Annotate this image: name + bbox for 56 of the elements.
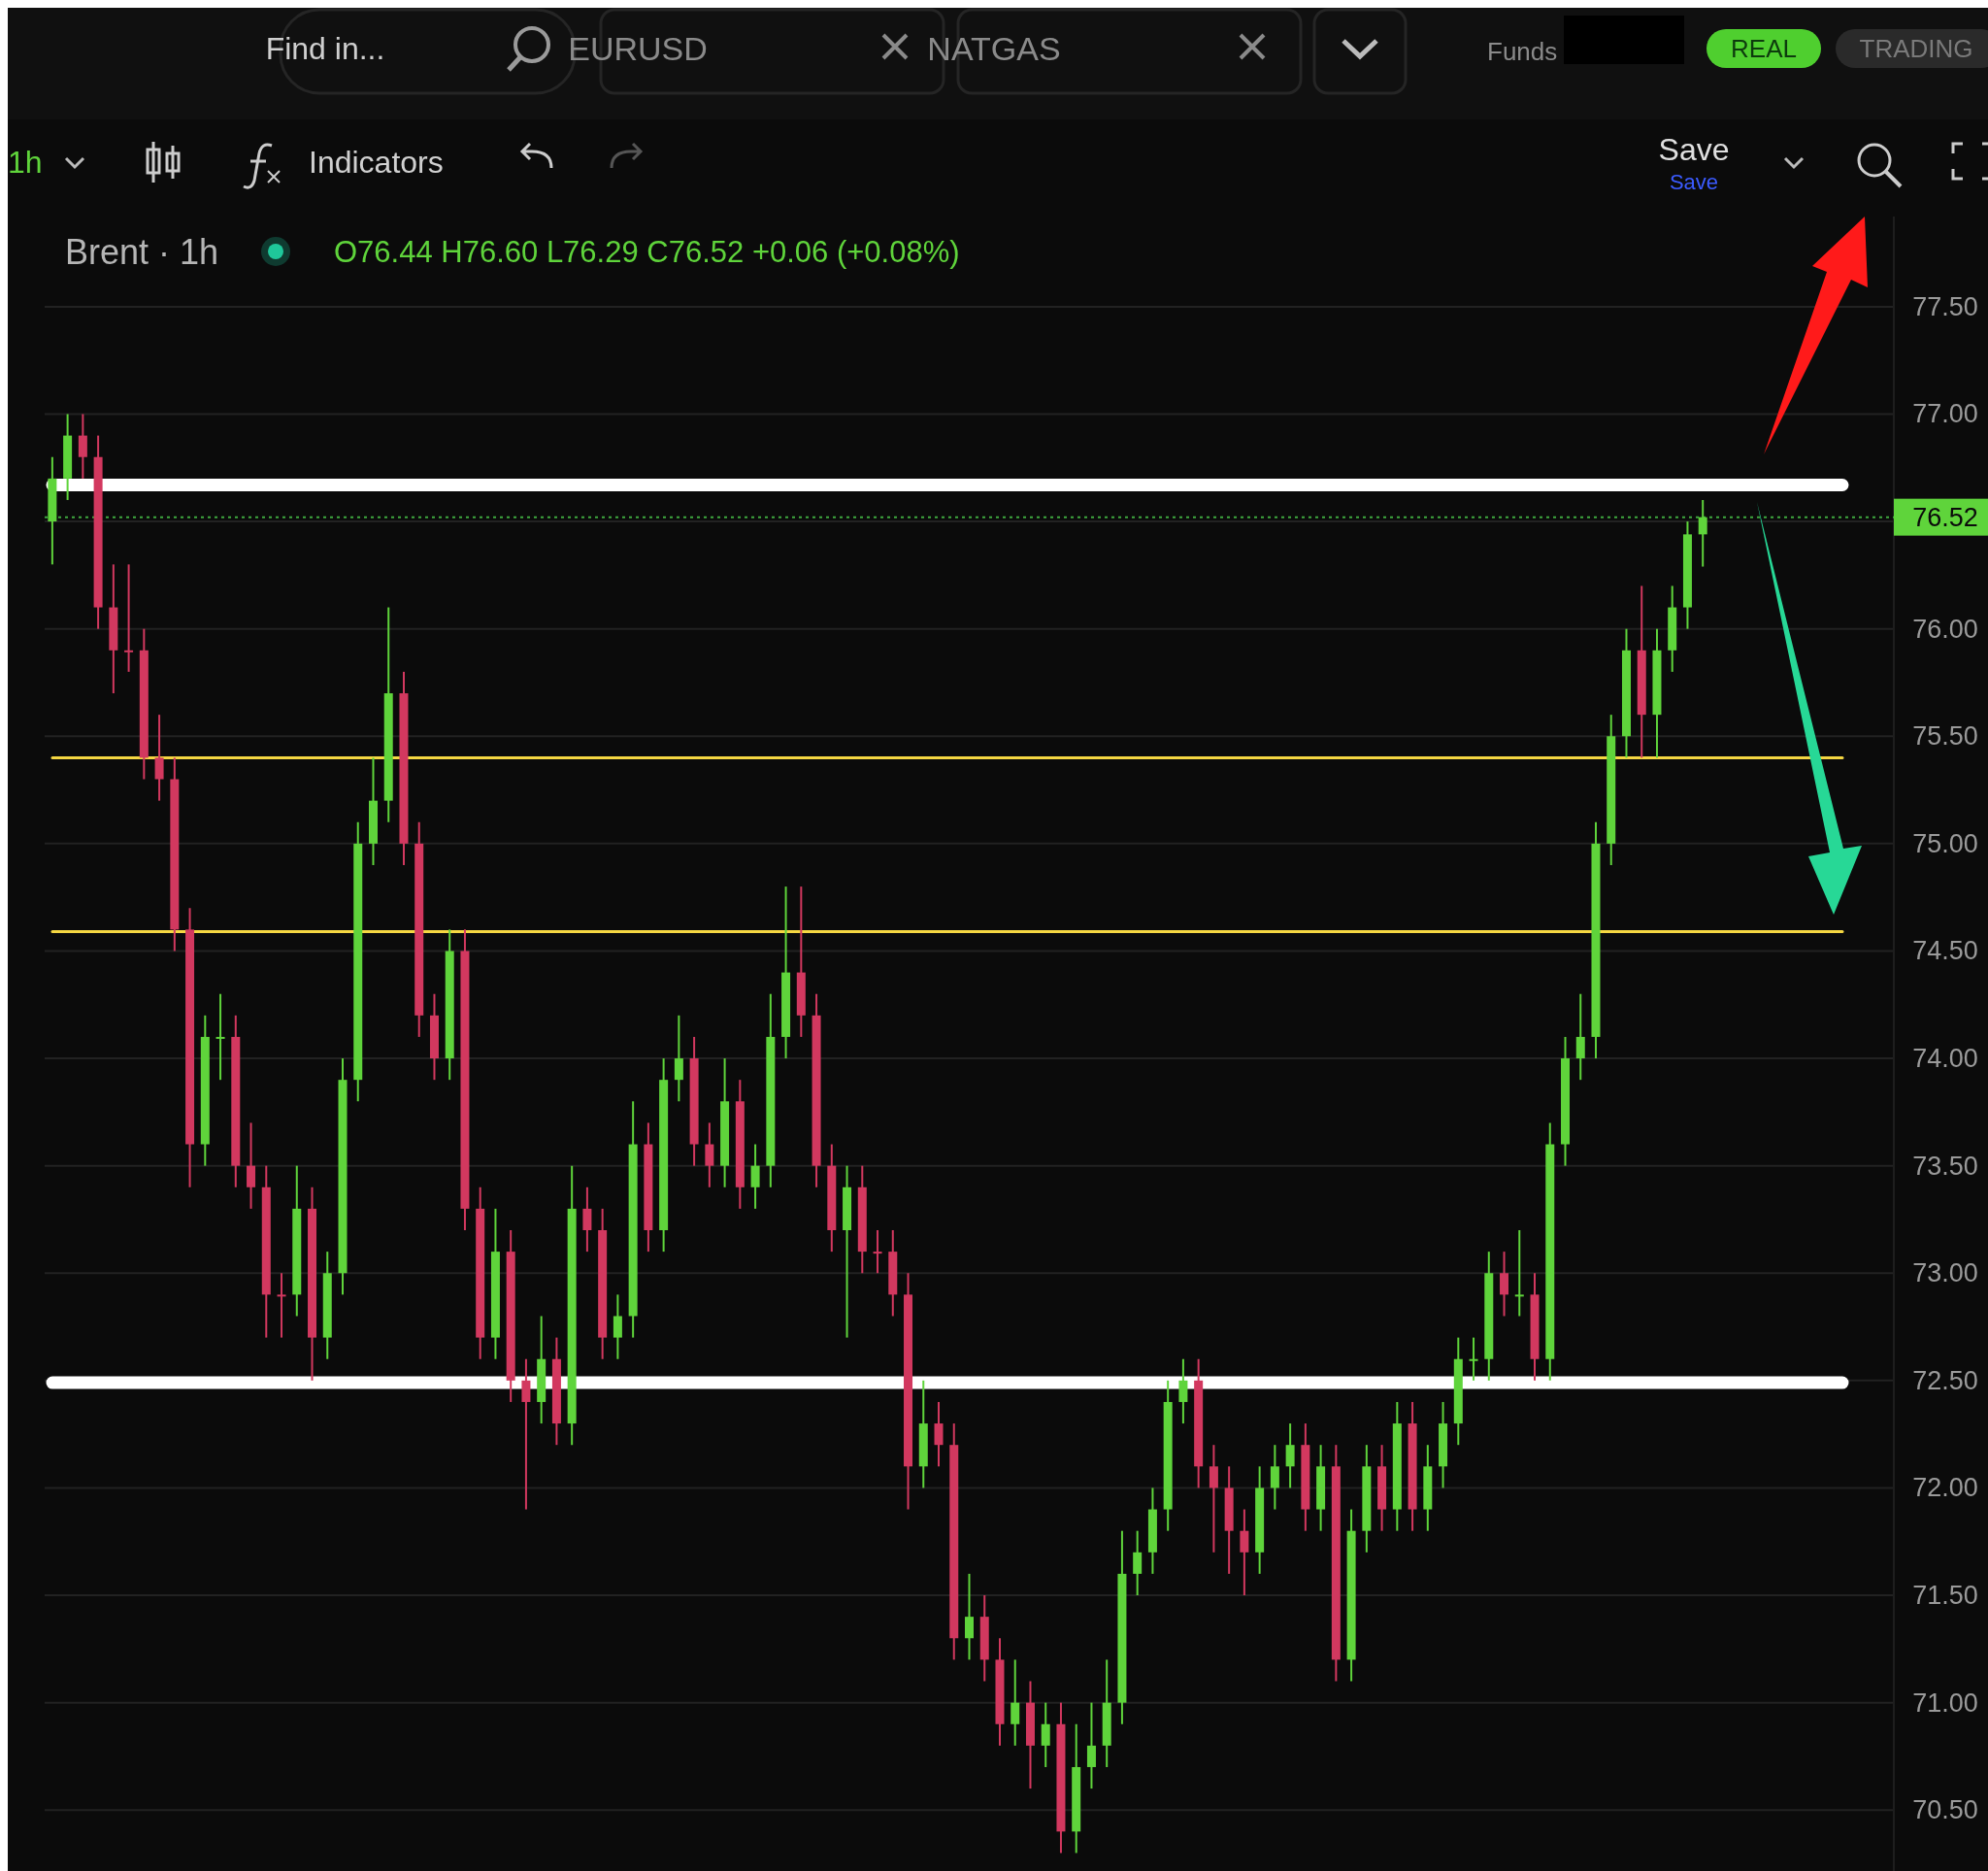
- text: Find in...: [265, 31, 385, 66]
- y-tick-label: 77.00: [1912, 399, 1978, 429]
- candlestick: [1469, 1336, 1478, 1382]
- y-tick-label: 72.00: [1912, 1473, 1978, 1503]
- candlestick: [1178, 1357, 1188, 1425]
- candlestick: [1240, 1508, 1249, 1597]
- candlestick: [521, 1357, 531, 1511]
- y-tick-label: 76.00: [1912, 614, 1978, 644]
- candlestick: [247, 1121, 256, 1210]
- text: REAL: [1731, 34, 1797, 63]
- candlestick: [124, 563, 134, 673]
- candlestick: [1514, 1229, 1524, 1318]
- text: 1h: [8, 145, 43, 180]
- y-tick-label: 73.00: [1912, 1258, 1978, 1288]
- candlestick: [965, 1572, 974, 1661]
- text: NATGAS: [927, 30, 1061, 67]
- candlestick: [674, 1014, 683, 1103]
- candlestick: [1500, 1251, 1509, 1318]
- candlestick: [1041, 1701, 1050, 1768]
- y-tick-label: 74.50: [1912, 936, 1978, 966]
- text: TRADING: [1859, 34, 1973, 63]
- candlestick: [934, 1400, 944, 1468]
- candlestick: [705, 1121, 714, 1188]
- candlestick: [613, 1293, 622, 1360]
- y-tick-label: 75.00: [1912, 828, 1978, 858]
- candlestick: [582, 1186, 592, 1253]
- text: Indicators: [309, 145, 444, 180]
- candlestick: [1698, 498, 1707, 568]
- candlestick: [1270, 1444, 1279, 1511]
- candlestick: [78, 413, 87, 480]
- text: Save: [1658, 132, 1730, 167]
- candlestick: [1086, 1701, 1096, 1790]
- candlestick: [1011, 1658, 1020, 1747]
- candlestick: [1285, 1422, 1295, 1489]
- y-tick-label: 73.50: [1912, 1151, 1978, 1181]
- y-tick-label: 77.50: [1912, 291, 1978, 321]
- text: Save: [1669, 169, 1719, 194]
- y-tick-label: 71.00: [1912, 1687, 1978, 1718]
- text: Brent · 1h: [65, 231, 219, 272]
- candlestick: [277, 1272, 286, 1339]
- candlestick: [1575, 992, 1585, 1082]
- text: Funds: [1487, 37, 1558, 66]
- y-tick-label: 74.00: [1912, 1044, 1978, 1074]
- ref-line-label: 76.52: [1912, 502, 1978, 532]
- candlestick: [1133, 1529, 1143, 1597]
- y-tick-label: 70.50: [1912, 1795, 1978, 1825]
- text: EURUSD: [568, 30, 708, 67]
- y-tick-label: 72.50: [1912, 1365, 1978, 1395]
- y-tick-label: 71.50: [1912, 1581, 1978, 1611]
- y-tick-label: 75.50: [1912, 721, 1978, 752]
- candlestick: [873, 1229, 882, 1275]
- text: O76.44 H76.60 L76.29 C76.52 +0.06 (+0.08%): [334, 234, 960, 269]
- candlestick: [215, 992, 225, 1082]
- candlestick: [750, 1143, 760, 1210]
- candlestick: [154, 714, 164, 802]
- candlestick: [1209, 1444, 1218, 1554]
